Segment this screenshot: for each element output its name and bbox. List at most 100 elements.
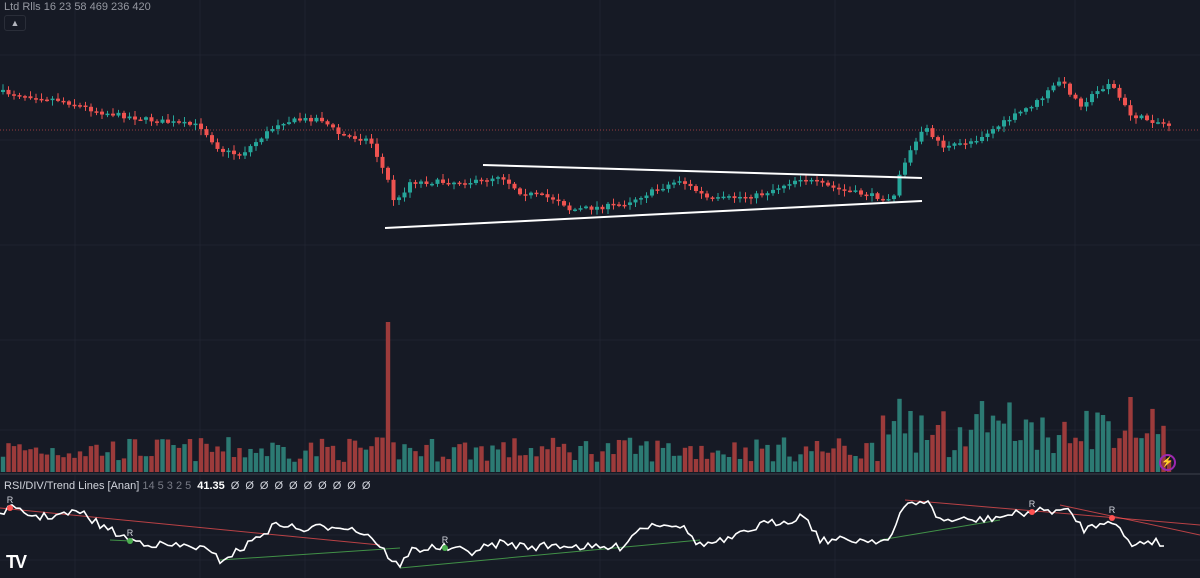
- candle: [111, 113, 115, 116]
- indicator-extra-value: Ø: [347, 480, 356, 492]
- volume-bar: [490, 445, 495, 472]
- volume-bar: [583, 441, 589, 472]
- volume-bar: [913, 452, 919, 472]
- candle: [309, 117, 313, 122]
- volume-bar: [369, 446, 374, 472]
- volume-bar: [1089, 449, 1095, 472]
- candle: [985, 133, 990, 137]
- candle: [837, 187, 841, 190]
- candle: [303, 117, 308, 121]
- volume-bar: [968, 429, 974, 472]
- candle: [1057, 81, 1061, 86]
- candle: [325, 121, 330, 125]
- volume-bar: [655, 440, 660, 472]
- candle: [941, 140, 946, 148]
- indicator-legend[interactable]: RSI/DIV/Trend Lines [Anan] 14 5 3 2 5 41.3…: [4, 480, 370, 492]
- candle: [12, 94, 16, 96]
- volume-bar: [325, 446, 330, 472]
- indicator-extra-value: Ø: [259, 480, 269, 492]
- candle: [914, 141, 918, 151]
- candle: [666, 184, 671, 189]
- volume-bar: [242, 457, 248, 472]
- candle: [969, 141, 973, 144]
- indicator-extra-value: Ø: [303, 480, 313, 492]
- tradingview-logo[interactable]: TV: [6, 552, 27, 572]
- volume-bar: [941, 411, 946, 472]
- candle: [226, 150, 231, 153]
- candle: [820, 180, 825, 183]
- candle: [886, 199, 891, 201]
- candle: [133, 116, 137, 120]
- candle: [655, 189, 660, 191]
- candle: [1156, 122, 1160, 124]
- volume-bar: [286, 458, 292, 472]
- volume-bar: [303, 450, 308, 472]
- volume-bar: [814, 440, 820, 472]
- collapse-legend-button[interactable]: ▲: [4, 15, 26, 31]
- volume-bar: [259, 448, 264, 472]
- candle: [1002, 120, 1006, 127]
- candle: [589, 206, 594, 210]
- indicator-extra-value: Ø: [230, 480, 240, 492]
- candle: [705, 193, 709, 198]
- volume-bar: [979, 401, 985, 472]
- volume-bar: [418, 456, 424, 472]
- candle: [45, 99, 49, 102]
- candle: [1013, 113, 1017, 120]
- candle: [193, 123, 198, 126]
- candle: [490, 178, 495, 182]
- lightning-icon[interactable]: ⚡: [1159, 454, 1176, 471]
- candle: [688, 183, 693, 187]
- volume-bar: [484, 460, 490, 472]
- candle: [375, 143, 379, 157]
- candle: [881, 198, 885, 201]
- volume-bar: [39, 453, 44, 472]
- volume-bar: [319, 438, 325, 472]
- volume-bar: [165, 439, 171, 472]
- volume-bar: [1062, 421, 1067, 472]
- volume-bar: [374, 437, 380, 472]
- volume-bar: [924, 440, 930, 472]
- candle: [155, 121, 159, 123]
- volume-bar: [858, 458, 864, 472]
- candle: [496, 177, 500, 179]
- candle: [1007, 119, 1012, 122]
- volume-bar: [787, 456, 792, 472]
- candle: [573, 209, 577, 211]
- volume-bar: [314, 456, 319, 472]
- candle: [974, 140, 979, 143]
- candle: [732, 196, 737, 199]
- volume-bar: [919, 415, 924, 472]
- volume-bar: [693, 459, 699, 472]
- volume-bar: [638, 445, 644, 472]
- candle: [556, 199, 561, 202]
- volume-bar: [292, 461, 297, 472]
- volume-bar: [1122, 430, 1128, 472]
- candle: [743, 196, 748, 199]
- indicator-extra-value: Ø: [289, 480, 298, 492]
- candle: [1046, 90, 1050, 99]
- volume-bar: [0, 456, 6, 472]
- candle: [237, 154, 242, 156]
- candle: [551, 197, 555, 200]
- candle: [479, 179, 484, 182]
- indicator-params: 14 5 3 2 5: [142, 480, 192, 492]
- volume-bar: [275, 444, 281, 472]
- volume-bar: [61, 457, 66, 472]
- candle: [897, 174, 902, 196]
- volume-bar: [237, 448, 242, 472]
- volume-bar: [297, 458, 303, 472]
- candle: [265, 131, 269, 139]
- candle: [716, 197, 720, 199]
- volume-bar: [605, 443, 611, 472]
- volume-bar: [853, 456, 858, 472]
- candle: [122, 112, 126, 119]
- indicator-extra-value: Ø: [361, 480, 371, 492]
- candle: [776, 188, 781, 190]
- volume-bar: [176, 447, 182, 472]
- candle: [391, 179, 396, 201]
- volume-bar: [215, 446, 220, 472]
- candle: [243, 152, 247, 156]
